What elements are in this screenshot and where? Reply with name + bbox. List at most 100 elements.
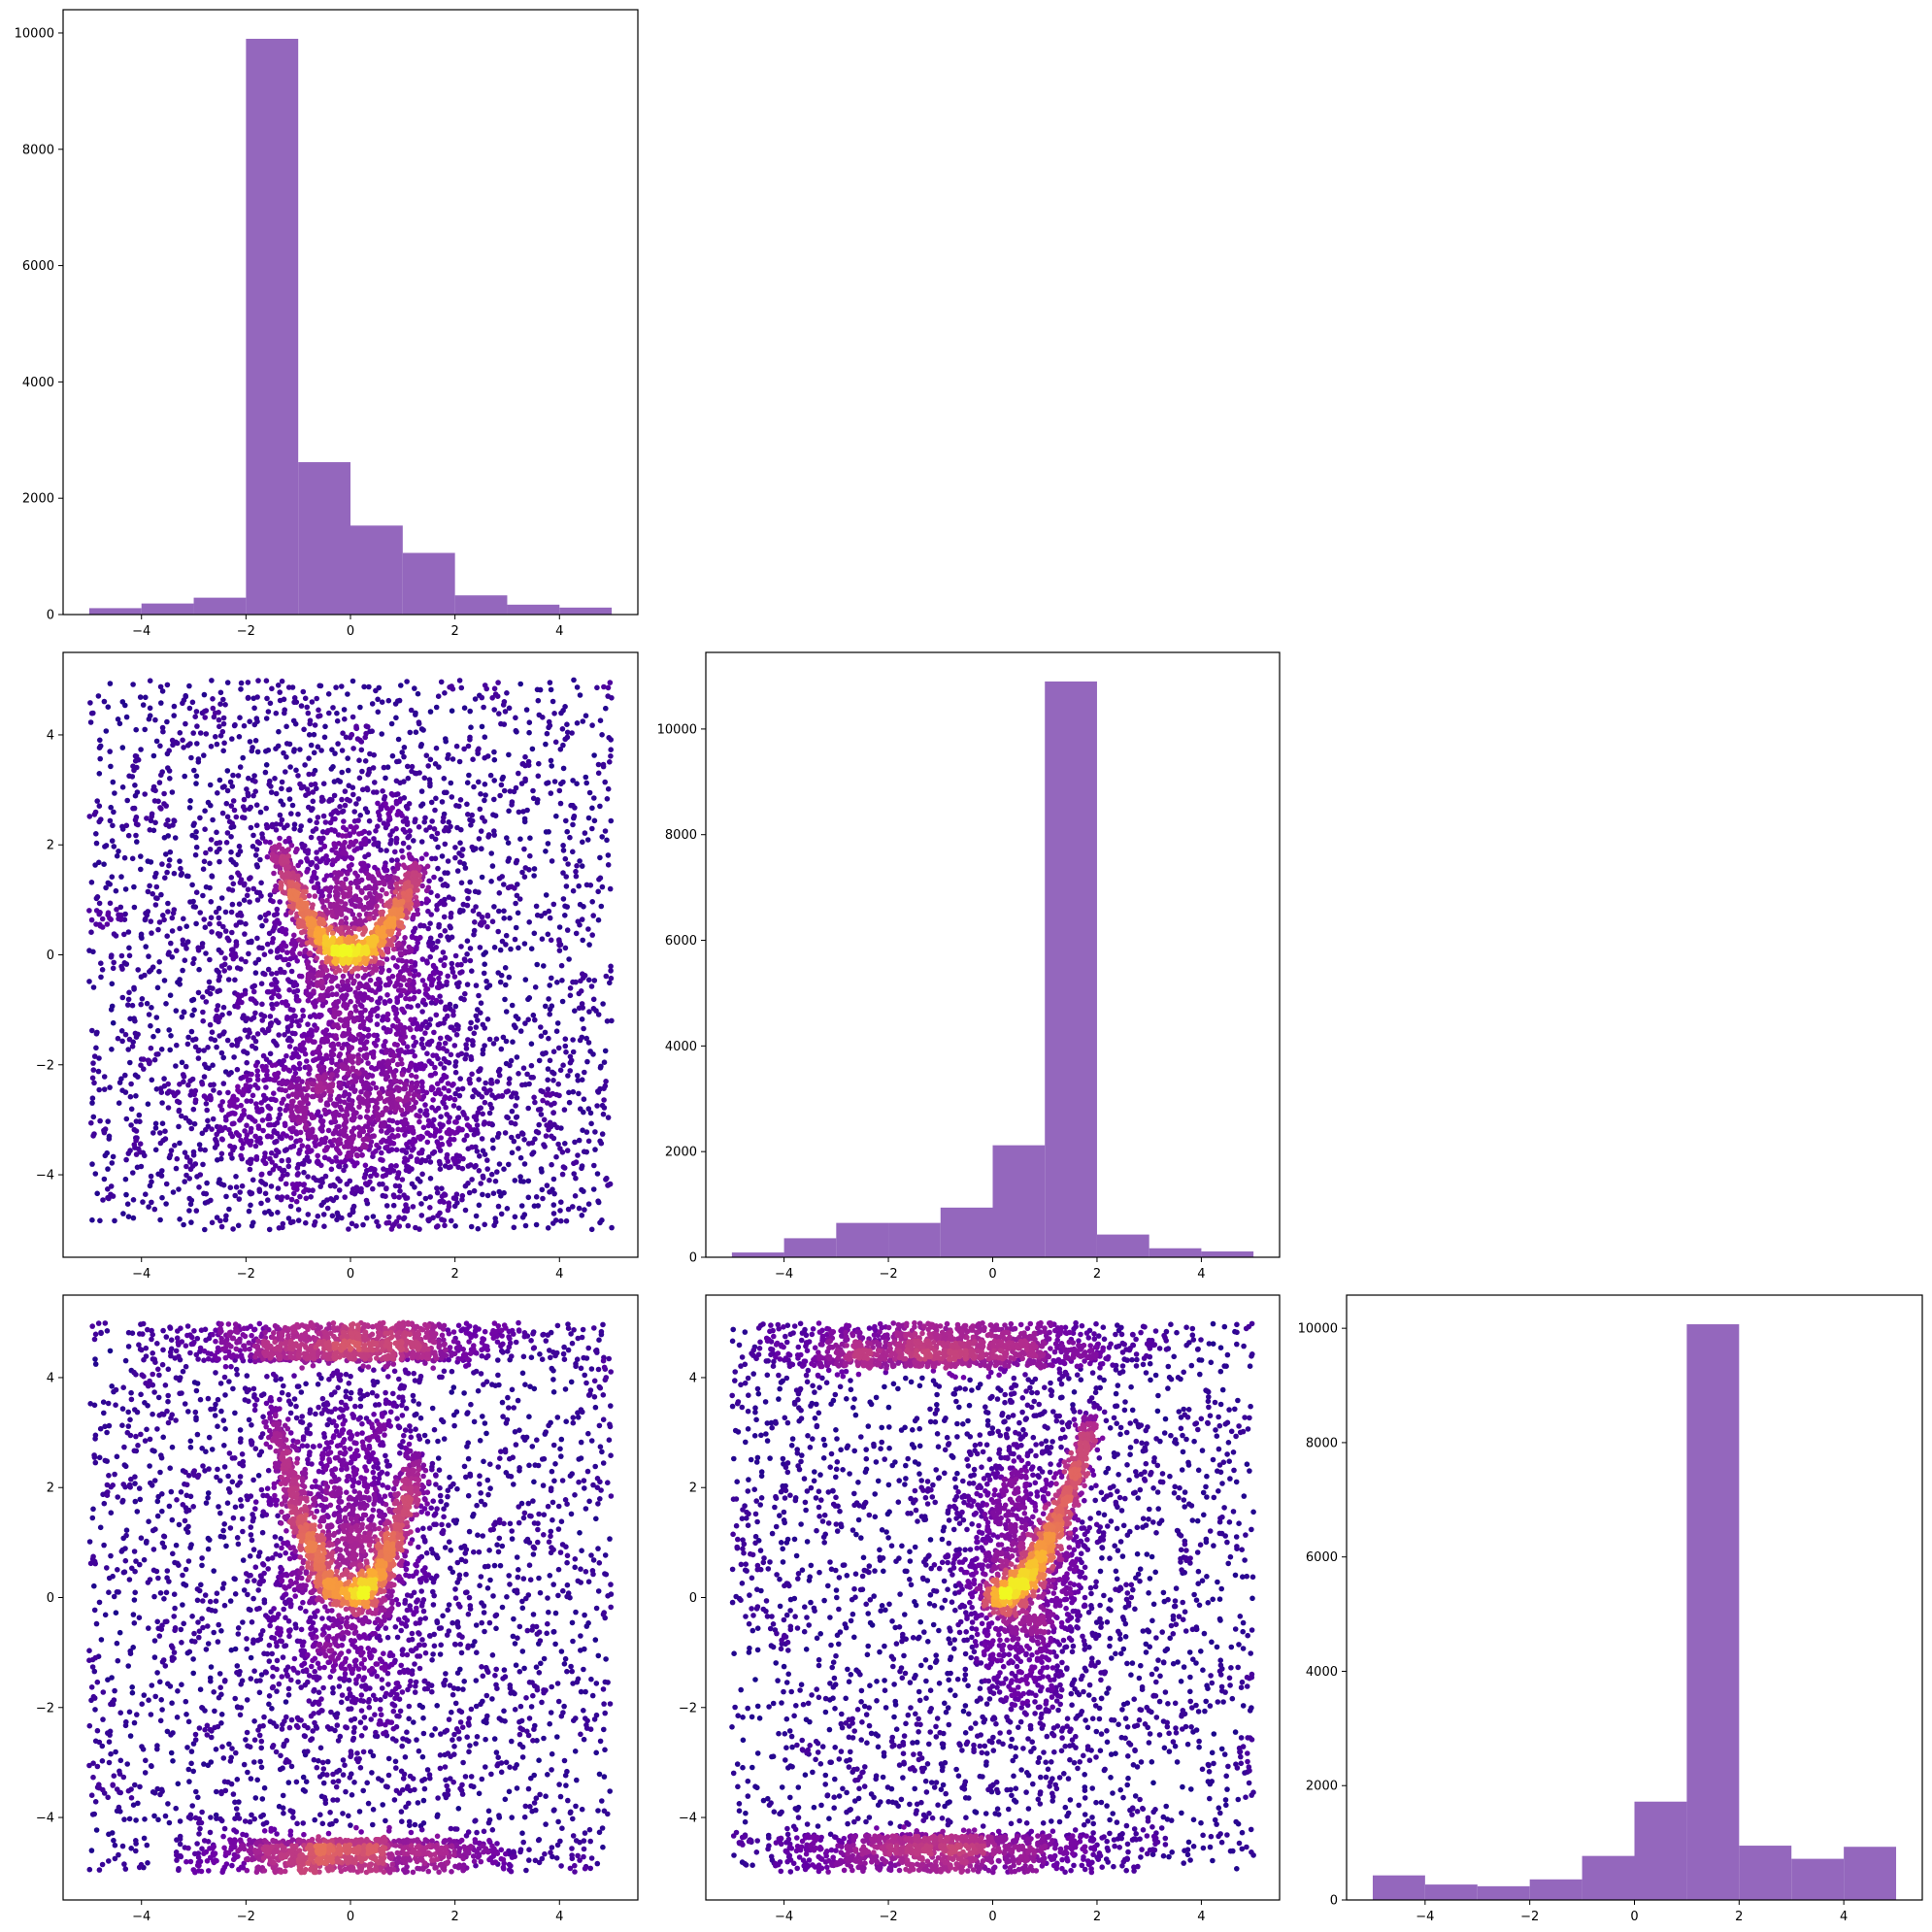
- scatter-point: [265, 942, 271, 948]
- scatter-point: [469, 813, 475, 818]
- scatter-point: [237, 1189, 243, 1195]
- scatter-point: [510, 1109, 516, 1115]
- scatter-point: [249, 940, 254, 946]
- scatter-point: [560, 1149, 566, 1155]
- scatter-point: [515, 1115, 520, 1120]
- scatter-point: [91, 1067, 97, 1073]
- scatter-point: [366, 684, 372, 690]
- scatter-point: [180, 701, 185, 707]
- scatter-point: [546, 996, 551, 1002]
- scatter-point: [442, 1223, 448, 1229]
- scatter-point: [453, 953, 459, 959]
- scatter-point: [190, 700, 196, 706]
- scatter-point: [204, 884, 210, 890]
- scatter-point: [428, 1176, 434, 1182]
- scatter-point: [474, 983, 480, 988]
- scatter-point: [586, 1040, 592, 1046]
- scatter-point: [468, 958, 474, 964]
- scatter-point: [497, 1067, 503, 1073]
- scatter-point: [209, 837, 215, 843]
- scatter-point: [164, 870, 170, 876]
- scatter-point: [462, 958, 468, 964]
- scatter-point: [132, 1127, 138, 1133]
- scatter-point: [110, 982, 116, 987]
- scatter-point: [419, 839, 425, 845]
- scatter-point: [268, 1051, 274, 1057]
- scatter-point: [309, 808, 315, 814]
- scatter-point: [91, 1081, 97, 1086]
- scatter-point: [90, 1095, 96, 1101]
- scatter-point: [187, 741, 193, 747]
- scatter-point: [221, 783, 227, 789]
- scatter-point: [554, 1028, 560, 1034]
- scatter-point: [551, 1191, 557, 1197]
- scatter-point: [250, 833, 256, 839]
- scatter-point: [202, 826, 208, 832]
- scatter-point: [177, 1108, 183, 1114]
- scatter-point: [551, 1071, 557, 1077]
- scatter-point: [609, 976, 615, 982]
- scatter-point: [465, 896, 471, 902]
- scatter-point: [523, 1223, 529, 1229]
- scatter-point: [498, 948, 504, 953]
- scatter-point: [130, 806, 136, 812]
- scatter-point: [361, 684, 367, 690]
- scatter-point: [87, 814, 93, 819]
- scatter-point: [496, 711, 502, 716]
- scatter-point: [302, 762, 308, 768]
- scatter-point: [544, 1133, 550, 1139]
- scatter-point: [131, 1197, 137, 1203]
- scatter-point: [501, 916, 507, 921]
- scatter-point: [131, 1216, 137, 1221]
- scatter-point: [411, 1204, 416, 1210]
- scatter-point: [562, 913, 568, 918]
- scatter-point: [112, 931, 117, 937]
- scatter-point: [367, 818, 373, 824]
- scatter-point: [536, 774, 542, 780]
- scatter-point: [386, 698, 392, 704]
- scatter-point: [306, 711, 312, 716]
- scatter-point: [549, 938, 554, 944]
- scatter-point: [317, 713, 323, 718]
- scatter-point: [138, 747, 144, 752]
- scatter-point: [513, 1025, 518, 1031]
- scatter-point: [98, 744, 104, 749]
- scatter-point: [130, 1044, 136, 1049]
- scatter-point: [246, 886, 251, 892]
- scatter-point: [311, 1175, 316, 1181]
- scatter-point: [384, 1203, 390, 1209]
- scatter-point: [238, 686, 244, 692]
- scatter-point: [233, 862, 239, 868]
- scatter-point: [93, 1046, 99, 1051]
- scatter-point: [291, 747, 297, 752]
- scatter-point: [551, 1049, 557, 1054]
- scatter-point: [429, 818, 435, 824]
- scatter-point: [182, 1179, 187, 1184]
- scatter-point: [586, 1139, 592, 1145]
- scatter-point: [526, 730, 532, 736]
- scatter-point: [198, 730, 204, 736]
- scatter-point: [584, 1059, 590, 1065]
- scatter-point: [238, 919, 244, 925]
- scatter-point: [94, 1030, 100, 1036]
- scatter-point: [215, 742, 220, 748]
- scatter-point: [350, 715, 356, 720]
- scatter-point: [457, 759, 463, 765]
- scatter-point: [208, 1022, 214, 1028]
- scatter-point: [276, 729, 282, 735]
- scatter-point: [153, 902, 159, 908]
- scatter-point: [539, 1112, 545, 1117]
- scatter-point: [133, 753, 139, 759]
- scatter-point: [130, 763, 136, 769]
- scatter-point: [151, 753, 157, 759]
- scatter-point: [325, 1206, 331, 1212]
- scatter-point: [435, 1190, 441, 1196]
- scatter-point: [608, 886, 614, 892]
- scatter-point: [491, 1041, 497, 1047]
- scatter-point: [208, 1083, 214, 1088]
- scatter-point: [178, 730, 183, 736]
- scatter-point: [214, 1045, 219, 1050]
- scatter-point: [202, 1074, 208, 1080]
- scatter-point: [246, 951, 251, 957]
- scatter-point: [549, 1162, 554, 1168]
